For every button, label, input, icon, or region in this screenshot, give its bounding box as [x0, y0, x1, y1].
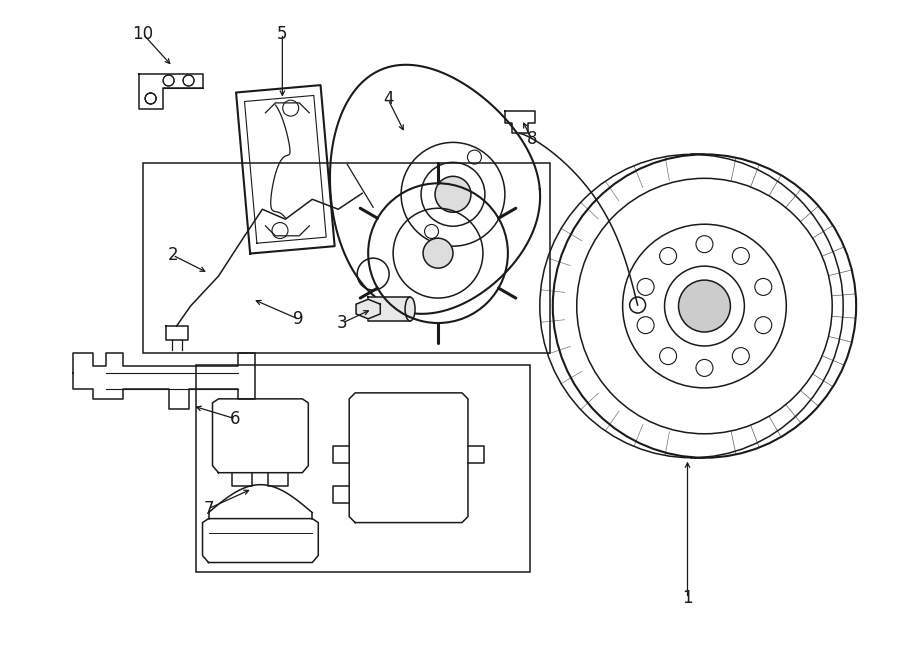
Circle shape	[435, 176, 471, 212]
Text: 8: 8	[526, 130, 537, 149]
Text: 5: 5	[277, 24, 288, 42]
Text: 7: 7	[203, 500, 214, 518]
Text: 9: 9	[293, 310, 303, 328]
Circle shape	[423, 238, 453, 268]
Polygon shape	[368, 297, 410, 321]
Bar	[195, 365, 530, 572]
Text: 6: 6	[230, 410, 240, 428]
Polygon shape	[356, 299, 381, 319]
Text: 1: 1	[682, 590, 693, 607]
Text: 2: 2	[167, 246, 178, 264]
Bar	[142, 163, 550, 353]
Text: 4: 4	[382, 91, 393, 108]
Text: 10: 10	[132, 24, 153, 42]
Ellipse shape	[405, 297, 415, 321]
Text: 3: 3	[337, 314, 347, 332]
Circle shape	[679, 280, 731, 332]
